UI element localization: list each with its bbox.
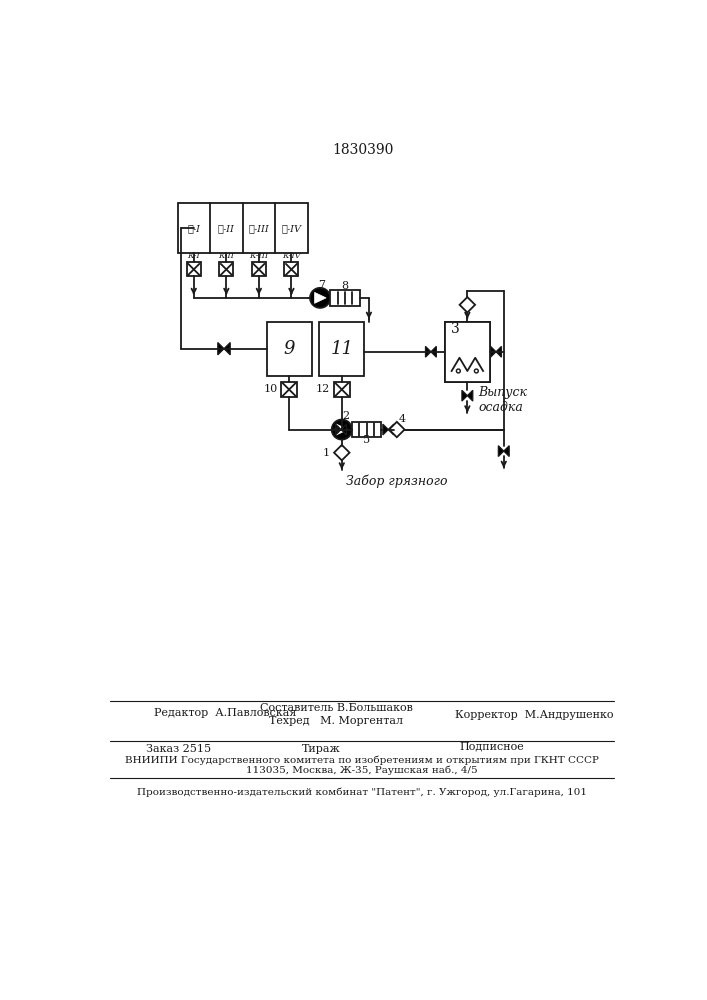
Text: Заказ 2515: Заказ 2515 xyxy=(146,744,211,754)
Circle shape xyxy=(474,369,478,373)
Polygon shape xyxy=(224,343,230,355)
Bar xyxy=(445,322,490,382)
Text: 9: 9 xyxy=(284,340,295,358)
Bar xyxy=(187,262,201,276)
Text: 1: 1 xyxy=(323,448,330,458)
Bar xyxy=(330,290,360,306)
Polygon shape xyxy=(426,346,431,357)
Text: ВНИИПИ Государственного комитета по изобретениям и открытиям при ГКНТ СССР: ВНИИПИ Государственного комитета по изоб… xyxy=(125,755,599,765)
Text: 䄚-II: 䄚-II xyxy=(218,224,235,233)
Polygon shape xyxy=(218,343,224,355)
Text: 12: 12 xyxy=(316,384,330,394)
Text: Тираж: Тираж xyxy=(301,744,340,754)
Polygon shape xyxy=(498,446,504,456)
Text: 䄚-I: 䄚-I xyxy=(187,224,200,233)
Text: Подписное: Подписное xyxy=(459,741,524,751)
Text: Выпуск
осадка: Выпуск осадка xyxy=(478,386,527,414)
Bar xyxy=(284,262,298,276)
Text: Техред   М. Моргентал: Техред М. Моргентал xyxy=(269,716,404,726)
Bar xyxy=(267,322,312,376)
Polygon shape xyxy=(431,346,436,357)
Polygon shape xyxy=(504,446,509,456)
Polygon shape xyxy=(388,424,394,435)
Text: 䄚-III: 䄚-III xyxy=(248,224,269,233)
Text: 4: 4 xyxy=(399,414,407,424)
Bar xyxy=(219,262,233,276)
Text: 5: 5 xyxy=(363,435,370,445)
Text: К-III: К-III xyxy=(250,252,269,260)
Text: Корректор  М.Андрушенко: Корректор М.Андрушенко xyxy=(455,710,613,720)
Text: К-IV: К-IV xyxy=(282,252,300,260)
Polygon shape xyxy=(496,346,501,357)
Bar xyxy=(320,322,364,376)
Bar xyxy=(281,382,297,397)
Text: 2: 2 xyxy=(342,411,349,421)
Text: 1830390: 1830390 xyxy=(332,143,393,157)
Text: 8: 8 xyxy=(341,281,349,291)
Circle shape xyxy=(310,288,330,308)
Bar xyxy=(334,382,349,397)
Circle shape xyxy=(457,369,460,373)
Text: 3: 3 xyxy=(451,322,460,336)
Text: Производственно-издательский комбинат "Патент", г. Ужгород, ул.Гагарина, 101: Производственно-издательский комбинат "П… xyxy=(137,787,587,797)
Bar xyxy=(352,422,381,437)
Text: 䄚-IV: 䄚-IV xyxy=(281,224,301,233)
Polygon shape xyxy=(491,346,496,357)
Polygon shape xyxy=(383,424,388,435)
Bar xyxy=(177,203,308,253)
Text: 7: 7 xyxy=(318,280,325,290)
Text: Редактор  А.Павловская: Редактор А.Павловская xyxy=(154,708,297,718)
Text: Забор грязного: Забор грязного xyxy=(346,474,447,488)
Polygon shape xyxy=(389,422,404,437)
Text: Составитель В.Большаков: Составитель В.Большаков xyxy=(260,703,413,713)
Bar xyxy=(445,322,490,382)
Text: К-I: К-I xyxy=(187,252,200,260)
Polygon shape xyxy=(460,297,475,312)
Circle shape xyxy=(332,420,352,440)
Polygon shape xyxy=(462,390,467,401)
Text: 11: 11 xyxy=(330,340,354,358)
Polygon shape xyxy=(341,424,346,435)
Polygon shape xyxy=(467,390,473,401)
Polygon shape xyxy=(334,445,349,460)
Text: 113035, Москва, Ж-35, Раушская наб., 4/5: 113035, Москва, Ж-35, Раушская наб., 4/5 xyxy=(246,766,478,775)
Text: 10: 10 xyxy=(263,384,277,394)
Text: К-II: К-II xyxy=(218,252,234,260)
Bar xyxy=(252,262,266,276)
Polygon shape xyxy=(337,424,348,435)
Polygon shape xyxy=(336,424,341,435)
Polygon shape xyxy=(315,292,326,303)
